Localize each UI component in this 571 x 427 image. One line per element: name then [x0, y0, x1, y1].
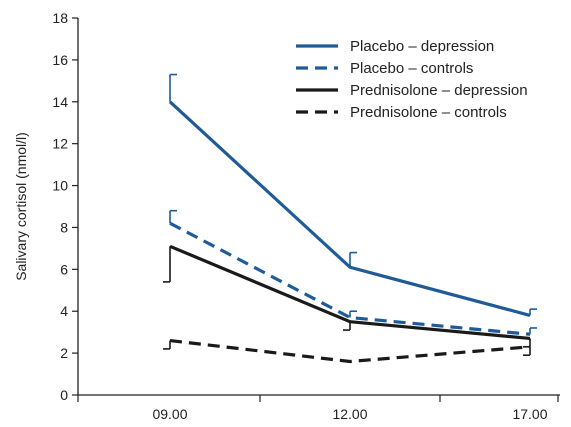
legend: Placebo – depression Placebo – controls Pr… [296, 38, 528, 121]
legend-label: Placebo – controls [350, 60, 473, 77]
legend-label: Prednisolone – depression [350, 82, 528, 99]
x-tick-label: 17.00 [512, 406, 547, 422]
series-lines [163, 73, 537, 364]
series-3 [163, 338, 531, 364]
y-axis-title: Salivary cortisol (nmol/l) [13, 132, 29, 281]
y-axis-ticks: 0 2 4 6 8 10 12 14 16 18 [52, 10, 78, 403]
y-tick-label: 10 [52, 178, 68, 194]
series-1 [169, 209, 537, 336]
y-tick-label: 12 [52, 136, 68, 152]
series-0 [168, 73, 537, 317]
x-axis-ticks: 09.00 12.00 17.00 [77, 395, 559, 422]
series-2 [163, 244, 531, 348]
y-tick-label: 16 [52, 52, 68, 68]
x-tick-label: 09.00 [152, 406, 187, 422]
y-tick-label: 18 [52, 10, 68, 26]
y-tick-label: 4 [60, 303, 68, 319]
series-line [169, 221, 531, 336]
y-tick-label: 2 [60, 345, 68, 361]
y-tick-label: 6 [60, 261, 68, 277]
y-tick-label: 8 [60, 219, 68, 235]
series-line [168, 100, 531, 317]
legend-label: Prednisolone – controls [350, 104, 507, 121]
series-line [169, 244, 531, 341]
axes [77, 18, 560, 396]
x-tick-label: 12.00 [332, 406, 367, 422]
series-line [169, 338, 531, 364]
y-tick-label: 14 [52, 94, 68, 110]
legend-label: Placebo – depression [350, 38, 494, 55]
y-tick-label: 0 [60, 387, 68, 403]
